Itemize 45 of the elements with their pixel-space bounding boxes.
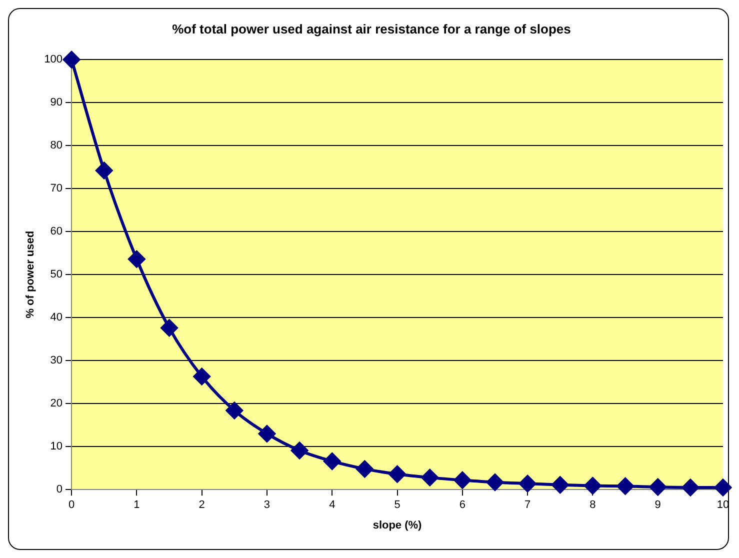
y-tick-label: 40 (50, 312, 63, 324)
point (714, 478, 732, 496)
x-axis-title: slope (%) (372, 519, 422, 532)
point (616, 478, 634, 495)
point (486, 474, 504, 491)
y-axis-title: % of power used (24, 230, 37, 318)
y-tick-label: 70 (50, 182, 63, 195)
point (128, 250, 146, 268)
point (160, 319, 178, 336)
point (258, 425, 276, 442)
y-tick-label: 50 (50, 268, 63, 281)
point (552, 476, 569, 494)
point (96, 162, 113, 180)
x-tick-label: 3 (264, 499, 270, 512)
point (226, 402, 243, 419)
point (519, 475, 536, 492)
y-tick-label: 80 (50, 140, 63, 152)
x-tick-label: 8 (590, 499, 596, 512)
x-tick-label: 6 (459, 499, 466, 512)
x-tick-label: 0 (68, 499, 75, 512)
x-tick-label: 9 (654, 499, 661, 512)
point (356, 460, 374, 478)
x-tick-label: 4 (329, 499, 336, 512)
y-tick-label: 30 (50, 354, 63, 367)
chart-title: %of total power used against air resistance for a range of slopes (172, 21, 571, 36)
x-tick-label: 1 (134, 499, 140, 512)
y-tick-label: 0 (56, 484, 63, 496)
x-tick-label: 5 (394, 499, 400, 512)
y-tick-label: 10 (50, 440, 63, 453)
y-tick-label: 90 (50, 96, 63, 109)
point (63, 51, 80, 68)
point (584, 477, 602, 494)
point (324, 452, 341, 470)
x-tick-label: 7 (524, 499, 531, 512)
point (388, 466, 406, 483)
point (193, 368, 210, 386)
point (454, 472, 471, 489)
y-tick-label: 100 (44, 54, 63, 66)
point (682, 478, 699, 496)
y-tick-label: 20 (50, 398, 63, 410)
point (291, 442, 308, 459)
point (649, 478, 666, 496)
y-tick-label: 60 (50, 226, 63, 238)
point (421, 469, 438, 486)
x-tick-label: 2 (198, 499, 205, 512)
